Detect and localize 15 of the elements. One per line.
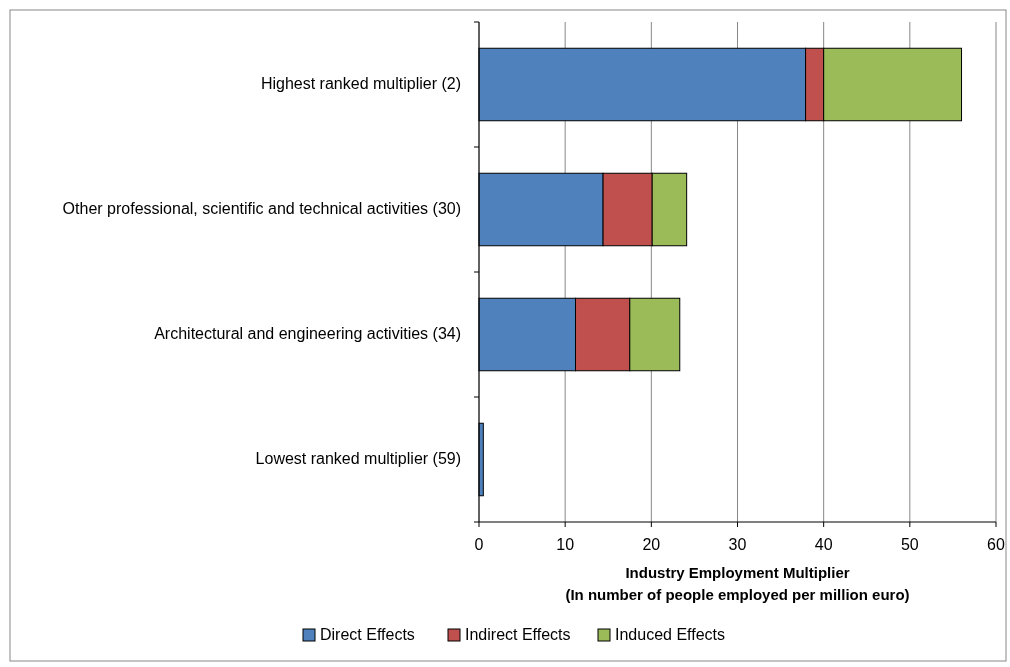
legend-label: Direct Effects xyxy=(320,626,415,644)
x-tick-label: 0 xyxy=(474,536,484,553)
x-tick-label: 20 xyxy=(642,536,661,553)
y-tick-label: Architectural and engineering activities (34) xyxy=(154,324,461,342)
x-axis-title: Industry Employment Multiplier (In number of people employed per million euro) xyxy=(565,564,910,603)
x-tick-label: 50 xyxy=(900,536,919,553)
y-tick-label: Highest ranked multiplier (2) xyxy=(260,74,461,92)
x-tick-label: 60 xyxy=(987,536,1005,553)
y-tick-label: Other professional, scientific and technical activities (30) xyxy=(62,199,461,217)
x-tick-label: 30 xyxy=(728,536,747,553)
legend-label: Induced Effects xyxy=(615,626,725,644)
x-tick-label: 40 xyxy=(814,536,833,553)
legend-label: Indirect Effects xyxy=(465,626,571,644)
y-tick-label: Lowest ranked multiplier (59) xyxy=(255,449,461,467)
x-tick-label: 10 xyxy=(556,536,575,553)
